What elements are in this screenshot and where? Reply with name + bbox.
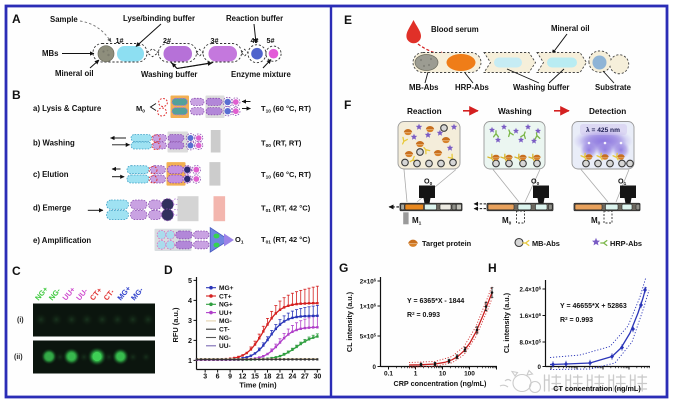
svg-text:8.0×105: 8.0×105 [520, 338, 542, 346]
svg-text:G: G [339, 261, 348, 275]
svg-text:b) Washing: b) Washing [33, 139, 75, 148]
svg-text:T10 (60 °C, RT): T10 (60 °C, RT) [261, 104, 312, 115]
svg-text:CT+: CT+ [219, 293, 232, 300]
svg-text:Target protein: Target protein [422, 239, 472, 248]
svg-text:(ii): (ii) [14, 354, 23, 361]
svg-text:3: 3 [188, 316, 192, 325]
svg-text:a) Lysis & Capture: a) Lysis & Capture [33, 104, 102, 113]
svg-text:0.1: 0.1 [384, 371, 393, 378]
svg-text:0: 0 [373, 364, 377, 371]
svg-text:Time (min): Time (min) [239, 381, 277, 390]
svg-text:18: 18 [264, 374, 272, 381]
svg-text:4: 4 [188, 296, 192, 305]
svg-text:M0: M0 [591, 216, 601, 227]
svg-text:1: 1 [414, 371, 418, 378]
svg-text:Y = 6365*X - 1844: Y = 6365*X - 1844 [407, 298, 464, 305]
svg-text:3#: 3# [211, 36, 219, 45]
svg-text:Sample: Sample [50, 15, 78, 24]
svg-text:Substrate: Substrate [595, 83, 632, 92]
svg-text:Enzyme mixture: Enzyme mixture [231, 70, 291, 79]
svg-text:2×106: 2×106 [360, 277, 377, 285]
svg-text:λ = 425 nm: λ = 425 nm [586, 126, 620, 134]
svg-text:5×105: 5×105 [360, 332, 377, 340]
svg-text:27: 27 [301, 374, 309, 381]
svg-text:M0: M0 [136, 104, 145, 115]
svg-text:CT concentration (ng/mL): CT concentration (ng/mL) [553, 384, 641, 393]
svg-text:15: 15 [251, 374, 259, 381]
svg-text:MBs: MBs [42, 49, 59, 58]
svg-text:21: 21 [276, 374, 284, 381]
svg-text:MG+: MG+ [219, 285, 234, 292]
svg-text:M1: M1 [412, 216, 422, 227]
svg-text:2.4×106: 2.4×106 [520, 285, 542, 293]
svg-text:1.6×106: 1.6×106 [520, 312, 542, 320]
svg-text:1: 1 [188, 356, 192, 365]
svg-text:Detection: Detection [589, 107, 626, 116]
svg-text:10: 10 [439, 371, 447, 378]
svg-text:O1: O1 [618, 177, 627, 188]
svg-text:Mineral oil: Mineral oil [551, 24, 590, 33]
svg-text:MG-: MG- [219, 318, 232, 325]
svg-text:Washing: Washing [498, 107, 532, 116]
svg-text:A: A [12, 12, 21, 26]
svg-text:100: 100 [464, 371, 475, 378]
svg-text:5#: 5# [267, 36, 275, 45]
svg-text:HRP-Abs: HRP-Abs [610, 239, 642, 248]
svg-text:F: F [344, 98, 351, 112]
svg-text:E: E [344, 13, 352, 27]
svg-text:Blood serum: Blood serum [431, 25, 479, 34]
svg-text:O1: O1 [235, 235, 244, 246]
svg-text:Reaction: Reaction [407, 107, 442, 116]
svg-text:MB-Abs: MB-Abs [532, 239, 560, 248]
svg-text:Washing buffer: Washing buffer [513, 83, 569, 92]
svg-text:Mineral oil: Mineral oil [55, 69, 94, 78]
svg-text:H: H [488, 261, 497, 275]
svg-text:3: 3 [203, 374, 207, 381]
svg-text:Lyse/binding buffer: Lyse/binding buffer [123, 14, 195, 23]
svg-text:CRP concentration (ng/mL): CRP concentration (ng/mL) [394, 379, 488, 388]
svg-text:T10 (60 °C, RT): T10 (60 °C, RT) [261, 170, 312, 181]
svg-text:30: 30 [313, 374, 321, 381]
svg-text:0: 0 [538, 364, 542, 371]
svg-text:6: 6 [216, 374, 220, 381]
svg-text:HRP-Abs: HRP-Abs [455, 83, 489, 92]
svg-text:O0: O0 [424, 177, 433, 188]
svg-text:CT-: CT- [219, 327, 230, 334]
svg-text:9: 9 [228, 374, 232, 381]
svg-text:O0: O0 [531, 177, 540, 188]
svg-text:d) Emerge: d) Emerge [33, 204, 72, 213]
svg-text:C: C [12, 264, 21, 278]
svg-text:CL intensity (a.u.): CL intensity (a.u.) [502, 292, 511, 353]
svg-text:c) Elution: c) Elution [33, 170, 69, 179]
svg-text:Washing buffer: Washing buffer [141, 70, 197, 79]
svg-text:(i): (i) [17, 317, 24, 324]
svg-text:D: D [164, 263, 173, 277]
svg-text:CL intensity (a.u.): CL intensity (a.u.) [345, 291, 354, 352]
svg-text:UU-: UU- [219, 343, 231, 350]
svg-text:24: 24 [289, 374, 297, 381]
svg-text:12: 12 [239, 374, 247, 381]
svg-text:RFU (a.u.): RFU (a.u.) [171, 307, 180, 342]
svg-text:e) Amplification: e) Amplification [33, 236, 91, 245]
svg-text:T00 (RT, RT): T00 (RT, RT) [261, 139, 302, 150]
svg-text:R2 = 0.993: R2 = 0.993 [560, 316, 593, 324]
svg-text:Y = 46655*X + 52863: Y = 46655*X + 52863 [560, 303, 627, 310]
svg-text:Reaction buffer: Reaction buffer [226, 14, 283, 23]
svg-text:T01 (RT, 42 °C): T01 (RT, 42 °C) [261, 235, 311, 246]
svg-text:2: 2 [188, 336, 192, 345]
svg-text:M0: M0 [502, 216, 512, 227]
svg-text:MB-Abs: MB-Abs [409, 83, 439, 92]
svg-text:R2 = 0.993: R2 = 0.993 [407, 311, 440, 319]
svg-text:1#: 1# [116, 36, 124, 45]
svg-text:5: 5 [188, 276, 192, 285]
svg-text:NG+: NG+ [219, 302, 233, 309]
svg-text:T01 (RT, 42 °C): T01 (RT, 42 °C) [261, 204, 311, 215]
svg-text:2#: 2# [163, 36, 171, 45]
svg-text:B: B [12, 88, 21, 102]
svg-text:1×106: 1×106 [360, 302, 377, 310]
svg-text:NG-: NG- [219, 335, 231, 342]
svg-text:4#: 4# [251, 36, 259, 45]
svg-text:UU+: UU+ [219, 310, 233, 317]
